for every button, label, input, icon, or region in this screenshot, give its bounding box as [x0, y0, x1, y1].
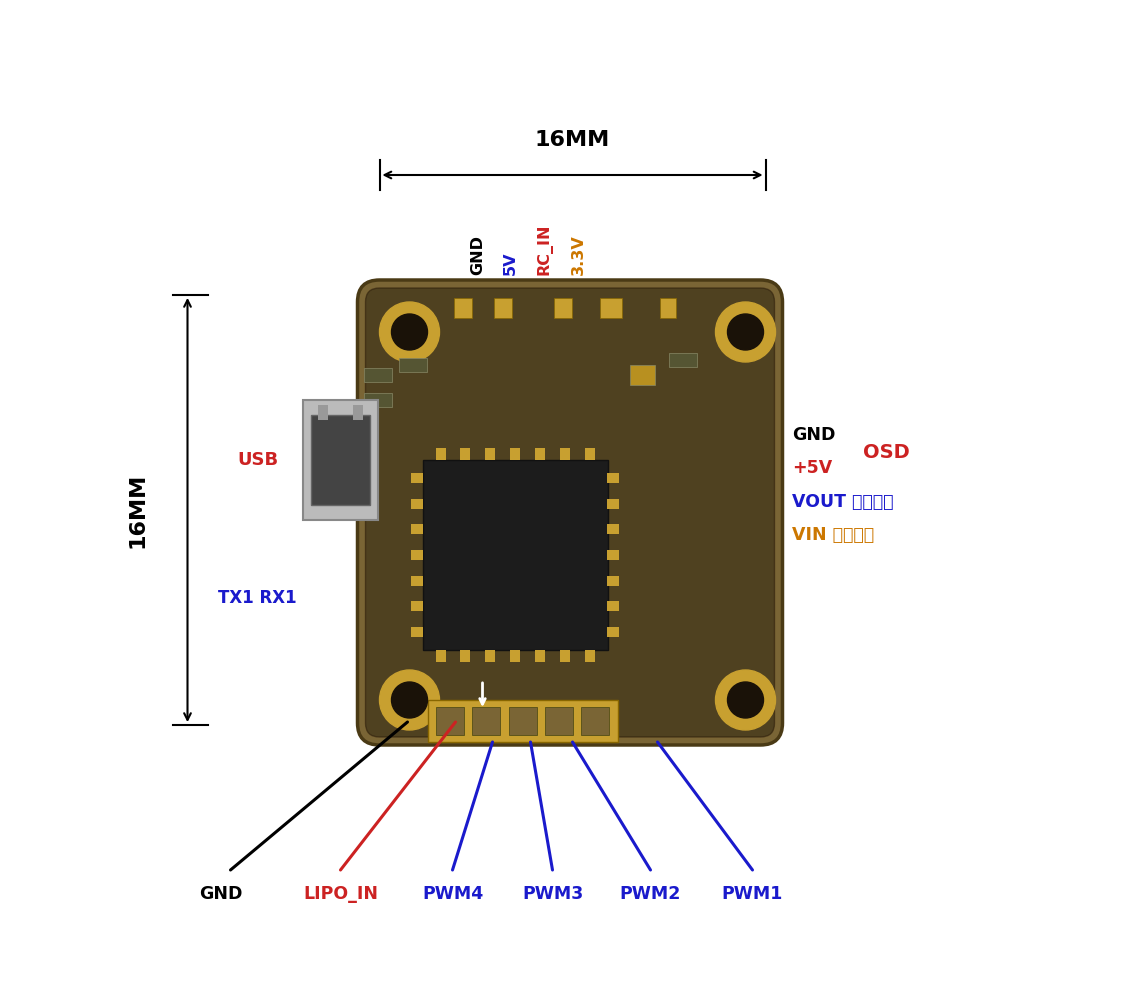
Bar — [435, 448, 446, 460]
Bar — [411, 601, 423, 611]
Bar — [630, 365, 655, 385]
Text: GND: GND — [470, 235, 485, 275]
Bar — [559, 448, 569, 460]
Circle shape — [716, 302, 775, 362]
Text: PWM4: PWM4 — [422, 885, 483, 903]
Bar — [428, 700, 618, 742]
Circle shape — [728, 314, 764, 350]
Text: GND: GND — [199, 885, 242, 903]
Bar — [534, 448, 544, 460]
Bar — [585, 448, 594, 460]
Bar — [423, 460, 608, 650]
Bar — [310, 415, 369, 505]
Text: 3.3V: 3.3V — [572, 234, 586, 275]
Text: PWM1: PWM1 — [722, 885, 783, 903]
Bar — [608, 499, 620, 509]
Bar — [608, 627, 620, 637]
Text: VIN 视频输入: VIN 视频输入 — [792, 526, 874, 544]
Circle shape — [379, 302, 440, 362]
Bar — [659, 298, 675, 318]
Bar — [485, 650, 495, 662]
Text: PWM3: PWM3 — [522, 885, 583, 903]
Text: TX1 RX1: TX1 RX1 — [218, 589, 297, 607]
Text: LIPO_IN: LIPO_IN — [303, 885, 378, 903]
Text: OSD: OSD — [863, 442, 909, 462]
Bar — [534, 650, 544, 662]
Bar — [582, 707, 609, 735]
Text: 16MM: 16MM — [534, 130, 610, 150]
Bar — [608, 601, 620, 611]
Bar — [411, 550, 423, 560]
Text: GND: GND — [792, 426, 836, 444]
Bar — [472, 707, 501, 735]
Circle shape — [716, 670, 775, 730]
Bar — [460, 650, 470, 662]
Bar — [608, 473, 620, 483]
Bar — [411, 473, 423, 483]
Text: PWM2: PWM2 — [620, 885, 682, 903]
Bar — [453, 298, 471, 318]
Bar — [554, 298, 572, 318]
Text: VOUT 视频输出: VOUT 视频输出 — [792, 493, 894, 511]
Bar — [317, 405, 327, 420]
Bar — [398, 358, 426, 372]
Circle shape — [728, 682, 764, 718]
Bar — [411, 627, 423, 637]
Bar — [363, 393, 391, 407]
Bar — [608, 550, 620, 560]
Bar — [352, 405, 362, 420]
Circle shape — [392, 314, 428, 350]
Bar — [435, 707, 463, 735]
Bar — [411, 499, 423, 509]
Bar — [608, 524, 620, 534]
Text: USB: USB — [237, 451, 278, 469]
FancyBboxPatch shape — [358, 280, 783, 745]
Text: RC_IN: RC_IN — [537, 224, 552, 275]
FancyBboxPatch shape — [366, 288, 774, 737]
Bar — [544, 707, 573, 735]
Bar — [585, 650, 594, 662]
Bar — [494, 298, 512, 318]
Bar — [460, 448, 470, 460]
Bar — [510, 448, 520, 460]
Bar — [485, 448, 495, 460]
Bar — [668, 353, 696, 367]
Text: 16MM: 16MM — [127, 472, 147, 548]
Bar — [363, 368, 391, 382]
Circle shape — [379, 670, 440, 730]
Text: 5V: 5V — [503, 251, 518, 275]
Bar — [435, 650, 446, 662]
Bar — [411, 576, 423, 586]
Bar — [608, 576, 620, 586]
Bar — [303, 400, 378, 520]
Bar — [510, 650, 520, 662]
Bar — [411, 524, 423, 534]
Bar — [508, 707, 537, 735]
Circle shape — [392, 682, 428, 718]
Bar — [559, 650, 569, 662]
Bar — [600, 298, 621, 318]
Text: +5V: +5V — [792, 459, 832, 477]
